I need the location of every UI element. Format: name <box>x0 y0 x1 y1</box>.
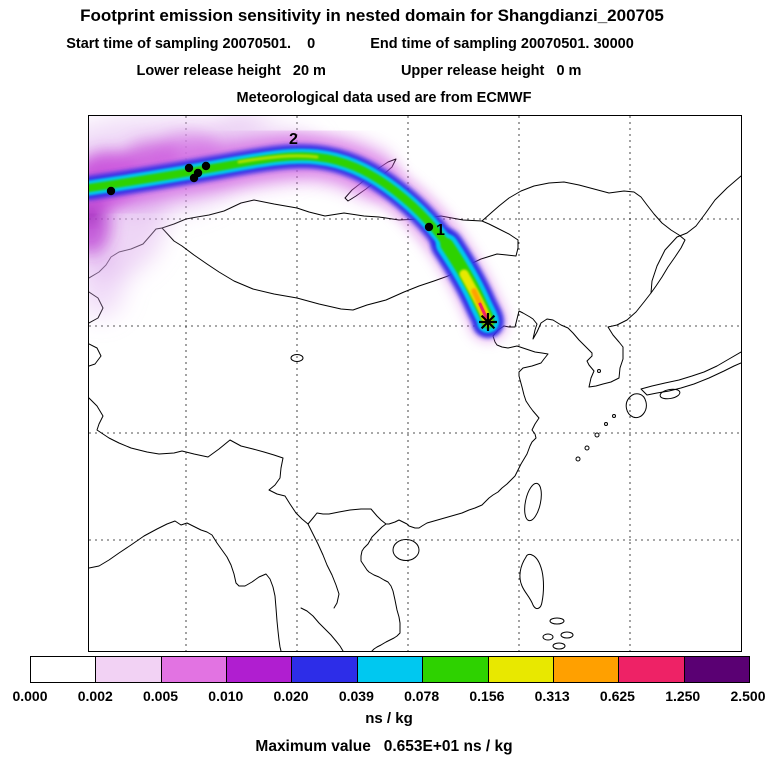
colorbar-tick-label: 0.625 <box>599 688 635 704</box>
russia-china-border <box>481 181 686 294</box>
tsushima-island <box>597 369 601 373</box>
colorbar-tick-label: 1.250 <box>665 688 701 704</box>
plume-mid-yellow <box>237 154 319 164</box>
station-dots <box>106 161 434 232</box>
kyushu-island <box>625 393 647 419</box>
colorbar-tick-label: 0.005 <box>143 688 179 704</box>
colorbar-segment <box>618 657 684 682</box>
gulf-of-thailand-coast <box>300 607 344 651</box>
central-asia-border-2 <box>89 343 102 367</box>
colorbar-segment <box>160 657 227 682</box>
station-label-1: 1 <box>436 222 445 239</box>
visayas-islands <box>542 617 574 650</box>
colorbar-segment <box>552 657 619 682</box>
colorbar-labels: 0.000 0.002 0.005 0.010 0.020 0.039 0.078 0.156… <box>12 688 765 706</box>
colorbar-segment <box>226 657 292 682</box>
station-dot <box>189 173 199 183</box>
bay-of-bengal-coast <box>89 520 282 651</box>
max-value-line: Maximum value 0.653E+01 ns / kg <box>255 738 513 755</box>
station-dot <box>106 186 116 196</box>
colorbar-segment <box>422 657 488 682</box>
colorbar <box>30 656 750 683</box>
figure-title: Footprint emission sensitivity in nested… <box>80 6 664 25</box>
colorbar-tick-label: 0.078 <box>404 688 440 704</box>
units-label: ns / kg <box>365 710 413 727</box>
colorbar-tick-label: 0.156 <box>469 688 505 704</box>
colorbar-tick-label: 0.313 <box>534 688 570 704</box>
met-data-line: Meteorological data used are from ECMWF <box>0 90 768 106</box>
release-heights-line: Lower release height 20 m Upper release h… <box>0 63 743 79</box>
upper-release-text: Upper release height 0 m <box>400 63 582 79</box>
colorbar-tick-label: 2.500 <box>730 688 766 704</box>
met-data-text: Meteorological data used are from ECMWF <box>236 90 532 106</box>
hainan-island <box>392 539 420 561</box>
colorbar-segment <box>291 657 357 682</box>
colorbar-tick-label: 0.002 <box>77 688 113 704</box>
colorbar-segment <box>487 657 553 682</box>
colorbar-segment <box>356 657 423 682</box>
colorbar-segment <box>683 657 749 682</box>
qinghai-lake <box>290 354 304 362</box>
luzon-island <box>519 553 544 610</box>
receptor-star-marker <box>479 313 497 331</box>
ryukyu-islands <box>575 414 616 462</box>
colorbar-tick-label: 0.000 <box>12 688 48 704</box>
sampling-times-line: Start time of sampling 20070501. 0 End ti… <box>0 36 734 52</box>
station-label-2: 2 <box>289 131 298 148</box>
station-dot <box>201 161 211 171</box>
indochina-inner-border <box>307 523 340 609</box>
himalaya-indochina-border <box>89 397 387 525</box>
honshu-island <box>640 351 741 396</box>
colorbar-tick-label: 0.039 <box>338 688 374 704</box>
colorbar-tick-label: 0.020 <box>273 688 309 704</box>
shikoku-island <box>659 388 681 400</box>
coastlines-and-borders <box>89 158 741 651</box>
taiwan-island <box>524 482 542 522</box>
mongolia-border <box>161 199 519 311</box>
end-time-text: End time of sampling 20070501. 30000 <box>370 36 634 52</box>
colorbar-segment <box>95 657 161 682</box>
plume-bulb-red <box>478 302 488 319</box>
colorbar-tick-label: 0.010 <box>208 688 244 704</box>
station-dot <box>184 163 194 173</box>
station-dot <box>424 222 434 232</box>
lower-release-text: Lower release height 20 m <box>136 63 326 79</box>
colorbar-segment <box>31 657 96 682</box>
mainland-coastline <box>360 175 741 651</box>
map-panel: 2 1 <box>88 115 742 652</box>
start-time-text: Start time of sampling 20070501. 0 <box>66 36 316 52</box>
